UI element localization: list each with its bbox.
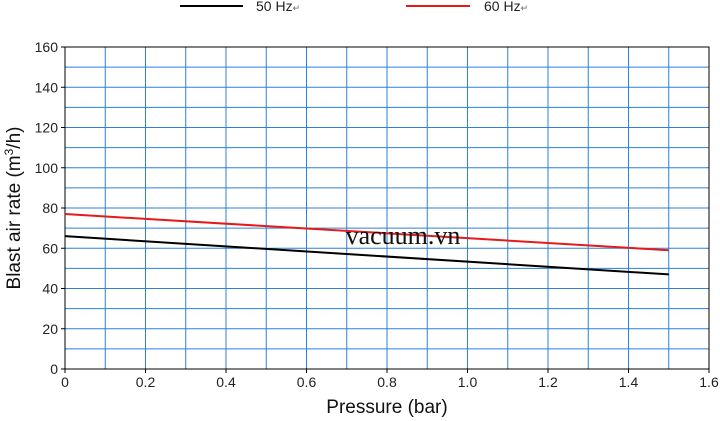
x-tick-label: 0.8 bbox=[377, 374, 397, 390]
x-tick-label: 0 bbox=[61, 374, 69, 390]
y-tick-label: 20 bbox=[42, 321, 58, 337]
y-tick-label: 160 bbox=[35, 39, 59, 55]
y-tick-label: 120 bbox=[35, 120, 59, 136]
y-tick-label: 60 bbox=[42, 240, 58, 256]
x-tick-label: 1.6 bbox=[699, 374, 719, 390]
y-axis-ticks: 0 20 40 60 80 100 120 140 160 bbox=[35, 39, 65, 377]
legend: 50 Hz↵ 60 Hz↵ bbox=[180, 0, 528, 14]
y-tick-label: 40 bbox=[42, 281, 58, 297]
series-line-60hz bbox=[64, 213, 669, 252]
x-axis-ticks: 0 0.2 0.4 0.6 0.8 1.0 1.2 1.4 1.6 bbox=[61, 369, 719, 390]
x-tick-label: 1.0 bbox=[458, 374, 478, 390]
y-axis-label: Blast air rate (m3/h) bbox=[2, 127, 25, 290]
y-tick-label: 140 bbox=[35, 79, 59, 95]
y-tick-label: 100 bbox=[35, 160, 59, 176]
x-tick-label: 0.6 bbox=[297, 374, 317, 390]
x-tick-label: 0.2 bbox=[136, 374, 156, 390]
legend-label-50hz: 50 Hz↵ bbox=[256, 0, 300, 14]
legend-label-60hz: 60 Hz↵ bbox=[484, 0, 528, 14]
x-axis-label: Pressure (bar) bbox=[326, 397, 447, 418]
watermark-annotation: vacuum.vn bbox=[346, 221, 461, 250]
y-tick-label: 80 bbox=[42, 200, 58, 216]
x-tick-label: 1.4 bbox=[619, 374, 639, 390]
y-tick-label: 0 bbox=[50, 361, 58, 377]
series-lines bbox=[64, 213, 669, 276]
x-tick-label: 0.4 bbox=[216, 374, 236, 390]
grid bbox=[65, 47, 709, 369]
x-tick-label: 1.2 bbox=[538, 374, 558, 390]
series-line-50hz bbox=[64, 235, 669, 276]
